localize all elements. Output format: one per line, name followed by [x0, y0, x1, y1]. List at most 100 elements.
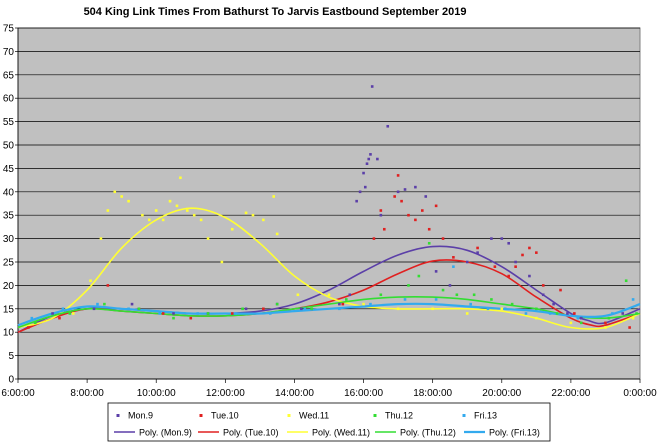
data-point: [396, 307, 400, 311]
data-point: [362, 302, 365, 306]
data-point: [628, 326, 631, 329]
data-point: [376, 157, 379, 161]
data-point: [472, 293, 476, 297]
data-point: [130, 302, 134, 306]
data-point: [427, 241, 431, 245]
y-tick-label: 35: [3, 211, 15, 222]
legend-marker: [287, 414, 291, 417]
data-point: [604, 326, 607, 329]
data-point: [448, 284, 452, 287]
data-point: [58, 316, 61, 320]
data-point: [400, 199, 403, 203]
legend-marker: [116, 414, 120, 417]
x-tick-label: 0:00:00: [623, 388, 657, 399]
data-point: [452, 265, 455, 268]
data-point: [476, 251, 479, 254]
data-point: [206, 237, 210, 240]
data-point: [327, 293, 331, 297]
data-point: [234, 312, 237, 315]
data-point: [566, 312, 569, 315]
y-tick-label: 45: [3, 164, 15, 175]
data-point: [607, 316, 611, 320]
data-point: [172, 312, 175, 315]
data-point: [175, 204, 179, 208]
data-point: [611, 312, 614, 315]
data-point: [244, 211, 248, 215]
data-point: [220, 260, 224, 264]
legend-label: Thu.12: [385, 411, 413, 421]
data-point: [161, 312, 165, 315]
data-point: [137, 307, 141, 311]
trendline-fri-13: [17, 302, 641, 327]
data-point: [403, 298, 407, 301]
y-tick-label: 40: [3, 187, 15, 198]
data-point: [503, 307, 507, 311]
data-point: [555, 312, 559, 315]
legend-trend-label: Poly. (Thu.12): [400, 428, 456, 438]
data-point: [161, 218, 165, 222]
y-tick-label: 55: [3, 117, 15, 128]
x-tick-label: 22:00:00: [551, 388, 590, 399]
legend-marker: [373, 414, 377, 417]
data-point: [476, 246, 479, 250]
data-point: [541, 293, 545, 297]
data-point: [61, 307, 65, 311]
data-point: [365, 162, 369, 166]
data-point: [310, 307, 314, 311]
data-point: [510, 302, 514, 306]
data-point: [186, 209, 189, 212]
data-point: [158, 312, 161, 315]
legend-marker: [462, 414, 466, 417]
data-point: [370, 85, 374, 88]
data-point: [127, 199, 130, 203]
data-point: [272, 195, 276, 198]
data-point: [230, 312, 234, 315]
data-point: [355, 199, 358, 203]
data-point: [414, 185, 417, 189]
y-tick-label: 25: [3, 258, 15, 269]
data-point: [379, 209, 383, 212]
data-point: [251, 213, 255, 217]
data-point: [434, 298, 438, 301]
y-axis-ticks: 0 5 10 15 20 25 30 35 40 45 50 55 60 65 70 75: [3, 24, 640, 386]
data-point: [528, 246, 531, 250]
data-point: [89, 279, 92, 283]
data-point: [241, 307, 244, 311]
data-point: [452, 256, 455, 259]
data-point: [363, 185, 367, 189]
data-point: [148, 218, 151, 222]
data-point: [369, 302, 372, 306]
data-point: [106, 209, 110, 212]
data-point: [372, 237, 376, 240]
data-point: [535, 251, 538, 254]
data-point: [579, 321, 583, 325]
data-point: [559, 288, 562, 292]
data-point: [403, 188, 407, 191]
data-point: [441, 237, 445, 240]
data-point: [507, 241, 510, 245]
data-point: [490, 237, 493, 240]
data-point: [396, 190, 400, 194]
x-tick-label: 14:00:00: [275, 388, 314, 399]
legend-trend-label: Poly. (Mon.9): [139, 428, 192, 438]
data-point: [367, 157, 371, 161]
data-point: [262, 218, 265, 222]
data-point: [455, 293, 459, 297]
data-point: [192, 213, 196, 217]
y-tick-label: 20: [3, 281, 15, 292]
data-point: [338, 302, 341, 306]
legend-marker: [199, 414, 203, 417]
y-tick-label: 60: [3, 94, 15, 105]
x-tick-label: 16:00:00: [344, 388, 383, 399]
data-point: [172, 316, 175, 320]
data-point: [431, 307, 434, 311]
data-point: [500, 237, 504, 240]
data-point: [417, 274, 421, 278]
data-point: [30, 316, 34, 320]
data-point: [386, 124, 390, 128]
legend-label: Wed.11: [299, 411, 329, 421]
data-point: [514, 260, 517, 264]
x-tick-label: 6:00:00: [1, 388, 35, 399]
data-point: [369, 153, 372, 156]
